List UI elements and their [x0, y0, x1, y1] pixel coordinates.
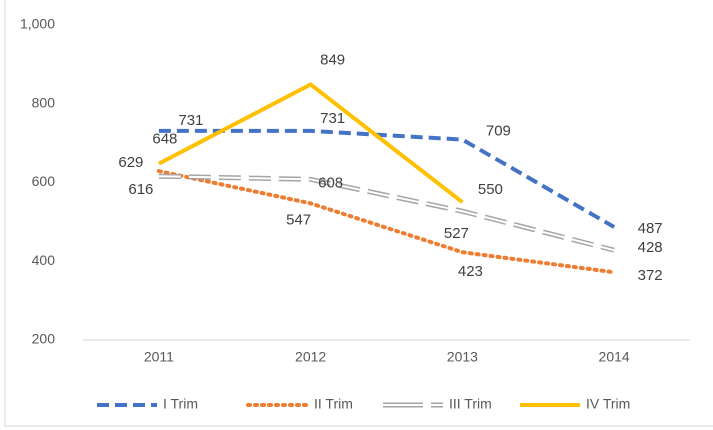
data-label: 648	[152, 131, 177, 148]
x-tick-label: 2014	[599, 349, 630, 365]
legend-label: II Trim	[314, 396, 353, 412]
legend-label: I Trim	[163, 396, 198, 412]
series-line-inner	[158, 175, 615, 252]
data-label: 849	[320, 51, 345, 68]
legend-label: IV Trim	[586, 396, 630, 412]
data-label: 372	[638, 267, 663, 284]
data-label: 527	[444, 225, 469, 242]
y-tick-label: 200	[32, 331, 56, 347]
y-tick-label: 1,000	[20, 16, 55, 32]
x-tick-label: 2013	[447, 349, 478, 365]
data-label: 423	[458, 263, 483, 280]
data-label: 487	[638, 220, 663, 237]
data-label: 629	[118, 154, 143, 171]
x-tick-label: 2011	[144, 349, 174, 365]
series-line	[157, 82, 464, 204]
x-tick-label: 2012	[295, 349, 326, 365]
data-label: 731	[320, 110, 345, 127]
legend-label: III Trim	[449, 396, 492, 412]
y-tick-label: 800	[32, 94, 56, 110]
data-label: 547	[286, 211, 311, 228]
data-label: 550	[478, 181, 503, 198]
data-label: 731	[178, 112, 203, 129]
y-tick-label: 400	[32, 252, 56, 268]
data-label: 709	[486, 123, 511, 140]
y-tick-label: 600	[32, 173, 56, 189]
data-label: 428	[638, 239, 663, 256]
chart-border	[4, 0, 713, 427]
series-line	[156, 169, 617, 275]
data-label: 608	[318, 174, 343, 191]
data-label: 616	[128, 181, 153, 198]
series-line	[158, 128, 616, 229]
